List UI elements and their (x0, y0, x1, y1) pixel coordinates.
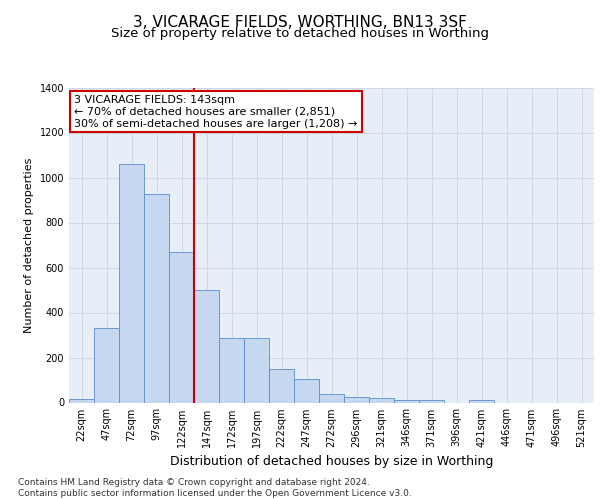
Bar (244, 338, 269, 402)
X-axis label: Distribution of detached houses by size in Worthing: Distribution of detached houses by size … (170, 455, 493, 468)
Bar (344, 397, 369, 402)
Text: Size of property relative to detached houses in Worthing: Size of property relative to detached ho… (111, 28, 489, 40)
Text: Contains HM Land Registry data © Crown copyright and database right 2024.
Contai: Contains HM Land Registry data © Crown c… (18, 478, 412, 498)
Bar (469, 400, 494, 402)
Bar (119, 164, 144, 402)
Bar (394, 400, 419, 402)
Bar (69, 399, 94, 402)
Text: 3, VICARAGE FIELDS, WORTHING, BN13 3SF: 3, VICARAGE FIELDS, WORTHING, BN13 3SF (133, 15, 467, 30)
Bar (219, 338, 244, 402)
Bar (269, 369, 294, 402)
Text: 3 VICARAGE FIELDS: 143sqm
← 70% of detached houses are smaller (2,851)
30% of se: 3 VICARAGE FIELDS: 143sqm ← 70% of detac… (74, 96, 358, 128)
Bar (194, 290, 219, 403)
Bar (144, 194, 169, 402)
Y-axis label: Number of detached properties: Number of detached properties (24, 158, 34, 332)
Bar (419, 400, 444, 402)
Bar (294, 379, 319, 402)
Bar (94, 328, 119, 402)
Bar (319, 394, 344, 402)
Bar (369, 398, 394, 402)
Bar (169, 252, 194, 402)
